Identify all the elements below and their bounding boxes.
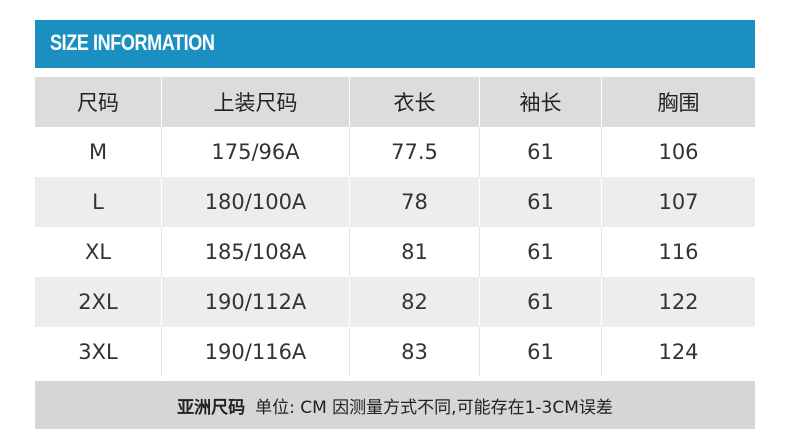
- table-cell: 175/96A: [161, 127, 349, 177]
- table-row: XL 185/108A 81 61 116: [35, 227, 755, 277]
- table-cell: 122: [601, 277, 755, 327]
- table-cell: 61: [479, 277, 601, 327]
- table-cell: 61: [479, 327, 601, 377]
- table-cell: 190/116A: [161, 327, 349, 377]
- table-row: 2XL 190/112A 82 61 122: [35, 277, 755, 327]
- table-cell: M: [88, 140, 108, 164]
- table-row: M 175/96A 77.5 61 106: [35, 127, 755, 177]
- table-cell: L: [92, 190, 104, 214]
- column-header: 上装尺码: [161, 77, 349, 127]
- table-cell: 106: [601, 127, 755, 177]
- table-cell: 61: [479, 177, 601, 227]
- table-cell: 116: [601, 227, 755, 277]
- table-row: 3XL 190/116A 83 61 124: [35, 327, 755, 377]
- table-cell: 82: [349, 277, 479, 327]
- table-cell: 107: [601, 177, 755, 227]
- table-cell: 83: [349, 327, 479, 377]
- column-header: 胸围: [601, 77, 755, 127]
- table-header-row: 尺码 上装尺码 衣长 袖长 胸围: [35, 77, 755, 127]
- table-cell: 124: [601, 327, 755, 377]
- measurement-note: 单位: CM 因测量方式不同,可能存在1-3CM误差: [255, 397, 613, 418]
- column-header: 尺码: [77, 91, 119, 115]
- column-header: 衣长: [349, 77, 479, 127]
- table-cell: 180/100A: [161, 177, 349, 227]
- size-table: 尺码 上装尺码 衣长 袖长 胸围 M 175/96A 77.5 61 106 L…: [35, 77, 755, 377]
- table-cell: 190/112A: [161, 277, 349, 327]
- title-banner: SIZE INFORMATION: [35, 20, 755, 68]
- table-cell: 3XL: [78, 340, 118, 364]
- size-standard-label: 亚洲尺码: [177, 397, 246, 418]
- table-cell: 78: [349, 177, 479, 227]
- table-row: L 180/100A 78 61 107: [35, 177, 755, 227]
- table-cell: 2XL: [78, 290, 118, 314]
- table-cell: 61: [479, 227, 601, 277]
- size-note-footer: 亚洲尺码 单位: CM 因测量方式不同,可能存在1-3CM误差: [35, 381, 755, 429]
- column-header: 袖长: [479, 77, 601, 127]
- page-title: SIZE INFORMATION: [50, 30, 215, 55]
- table-cell: 81: [349, 227, 479, 277]
- table-cell: 77.5: [349, 127, 479, 177]
- table-cell: 61: [479, 127, 601, 177]
- table-cell: XL: [84, 240, 112, 264]
- table-cell: 185/108A: [161, 227, 349, 277]
